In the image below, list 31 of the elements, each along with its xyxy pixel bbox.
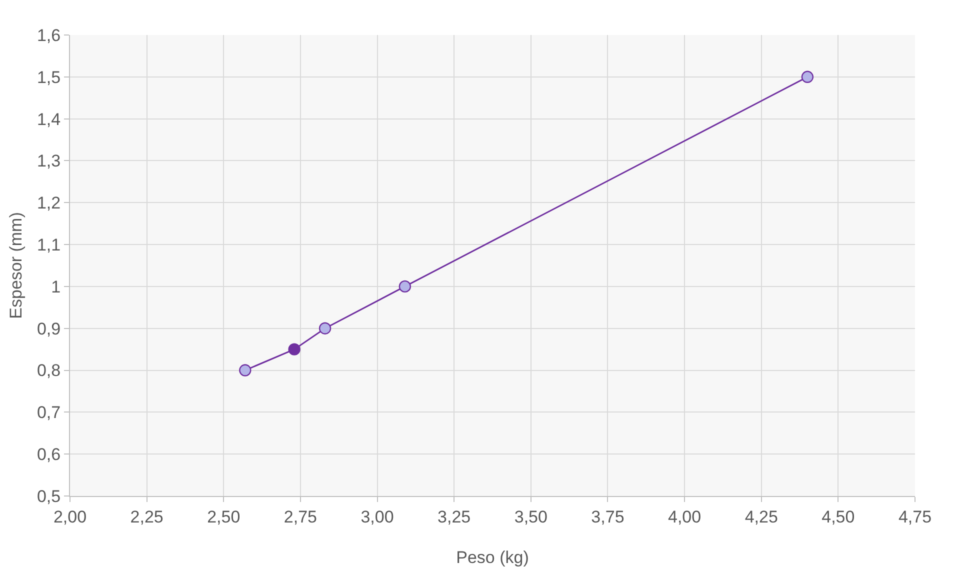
y-tick-label: 1,2: [36, 194, 61, 213]
y-tick-label: 1,3: [36, 152, 61, 171]
x-tick-label: 3,25: [438, 507, 471, 526]
y-tick-label: 1,5: [36, 68, 61, 87]
x-tick-label: 4,25: [744, 507, 778, 526]
y-tick-label: 0,8: [36, 361, 61, 380]
x-tick-label: 2,00: [53, 507, 87, 526]
x-tick-label: 2,50: [207, 507, 240, 526]
x-tick-label: 4,50: [822, 507, 855, 526]
y-tick-label: 0,9: [36, 319, 61, 338]
point: [239, 364, 252, 376]
point: [288, 343, 300, 356]
x-tick-label: 4,75: [898, 507, 932, 526]
x-tick-label: 2,75: [284, 507, 317, 526]
x-tick-label: 4,00: [668, 507, 702, 526]
y-tick-label: 0,7: [36, 403, 61, 422]
y-tick-label: 0,6: [36, 445, 61, 464]
x-axis-title: Peso (kg): [456, 548, 529, 567]
x-tick-label: 2,25: [130, 507, 164, 526]
y-tick-label: 1,6: [36, 26, 61, 45]
y-axis-title: Espesor (mm): [6, 212, 26, 319]
y-tick-label: 1,1: [36, 236, 61, 254]
x-tick-label: 3,75: [591, 507, 624, 526]
point: [318, 322, 332, 334]
y-tick-label: 1,4: [36, 110, 61, 129]
point: [801, 70, 814, 84]
point: [398, 280, 412, 293]
x-tick-label: 3,50: [514, 507, 548, 526]
x-tick-label: 3,00: [360, 507, 394, 526]
y-tick-label: 0,5: [36, 486, 61, 506]
y-tick-label: 1: [51, 277, 61, 296]
